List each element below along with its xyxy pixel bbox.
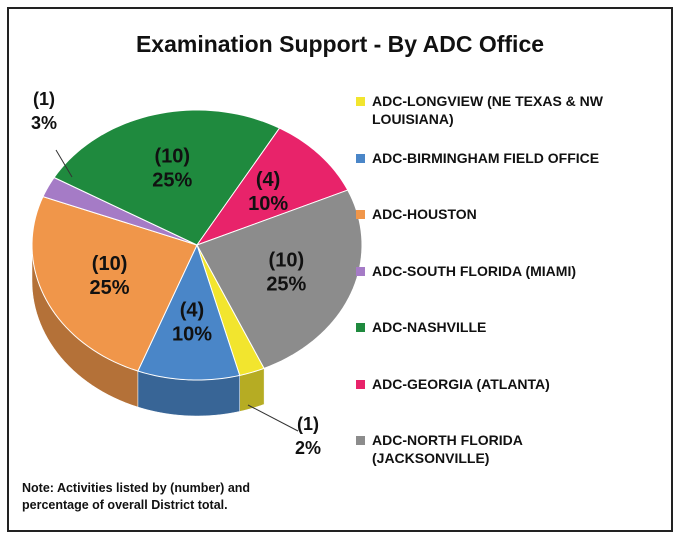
pie-slice [31,196,198,372]
pie-slice [196,189,363,369]
value-label: (10) [154,146,190,168]
legend-label: ADC-GEORGIA (ATLANTA) [372,375,550,392]
value-label: (4) [180,299,204,321]
pie-slice [195,127,349,247]
percentage-label: 10% [172,323,212,345]
legend-label: ADC-BIRMINGHAM FIELD OFFICE [372,149,600,166]
legend-swatch [356,266,365,276]
value-label: (10) [92,253,128,275]
value-label: (1) [297,414,319,434]
pie-slice [53,109,281,246]
percentage-label: 25% [266,273,306,295]
legend-label: ADC-NORTH FLORIDA (JACKSONVILLE) [372,432,523,466]
value-label: (10) [269,249,305,271]
legend-swatch [356,153,365,163]
legend-swatch [356,379,365,389]
note: Note: Activities listed by (number) and … [22,481,251,512]
legend-label: ADC-LONGVIEW (NE TEXAS & NW LOUISIANA) [372,93,603,127]
pie-slice [196,244,265,376]
percentage-label: 3% [31,113,57,133]
frame [7,7,673,532]
legend-swatch [356,210,365,219]
legend-label: ADC-HOUSTON [372,206,477,222]
pie-slice [137,243,241,381]
percentage-label: 25% [152,170,192,192]
legend-swatch [356,97,365,106]
value-label: (1) [33,89,55,109]
percentage-label: 2% [295,438,321,458]
percentage-label: 10% [248,193,288,215]
value-label: (4) [256,169,280,191]
chart-title: Examination Support - By ADC Office [136,31,544,57]
legend-label: ADC-NASHVILLE [372,319,487,335]
leader-line [55,149,73,178]
legend-swatch [356,436,365,445]
pie-slice [42,176,198,246]
leader-line [247,404,299,432]
percentage-label: 25% [90,277,130,299]
legend-label: ADC-SOUTH FLORIDA (MIAMI) [372,262,577,279]
legend-swatch [356,323,365,332]
